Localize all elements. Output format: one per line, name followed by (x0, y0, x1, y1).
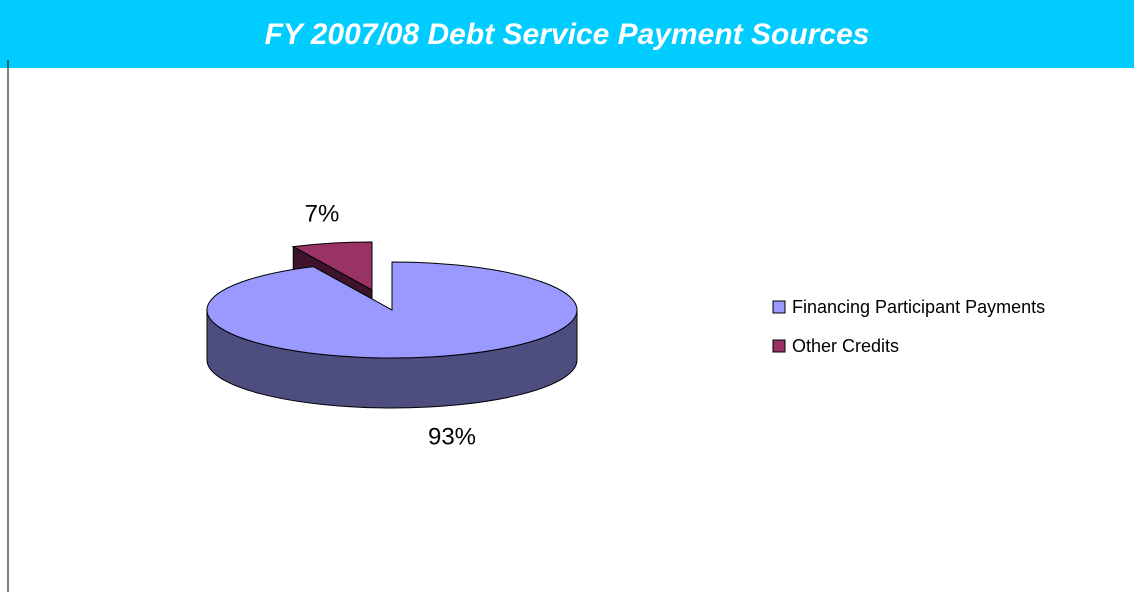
data-label: 7% (305, 200, 340, 227)
legend-swatch (772, 339, 786, 353)
pie-slice (291, 241, 373, 291)
legend-label: Other Credits (792, 336, 899, 356)
title-bar (0, 0, 1134, 68)
chart-title: FY 2007/08 Debt Service Payment Sources (265, 18, 870, 51)
legend-label: Financing Participant Payments (792, 297, 1045, 317)
legend-swatch (772, 300, 786, 314)
pie-slice (206, 261, 578, 359)
data-label: 93% (428, 423, 476, 450)
